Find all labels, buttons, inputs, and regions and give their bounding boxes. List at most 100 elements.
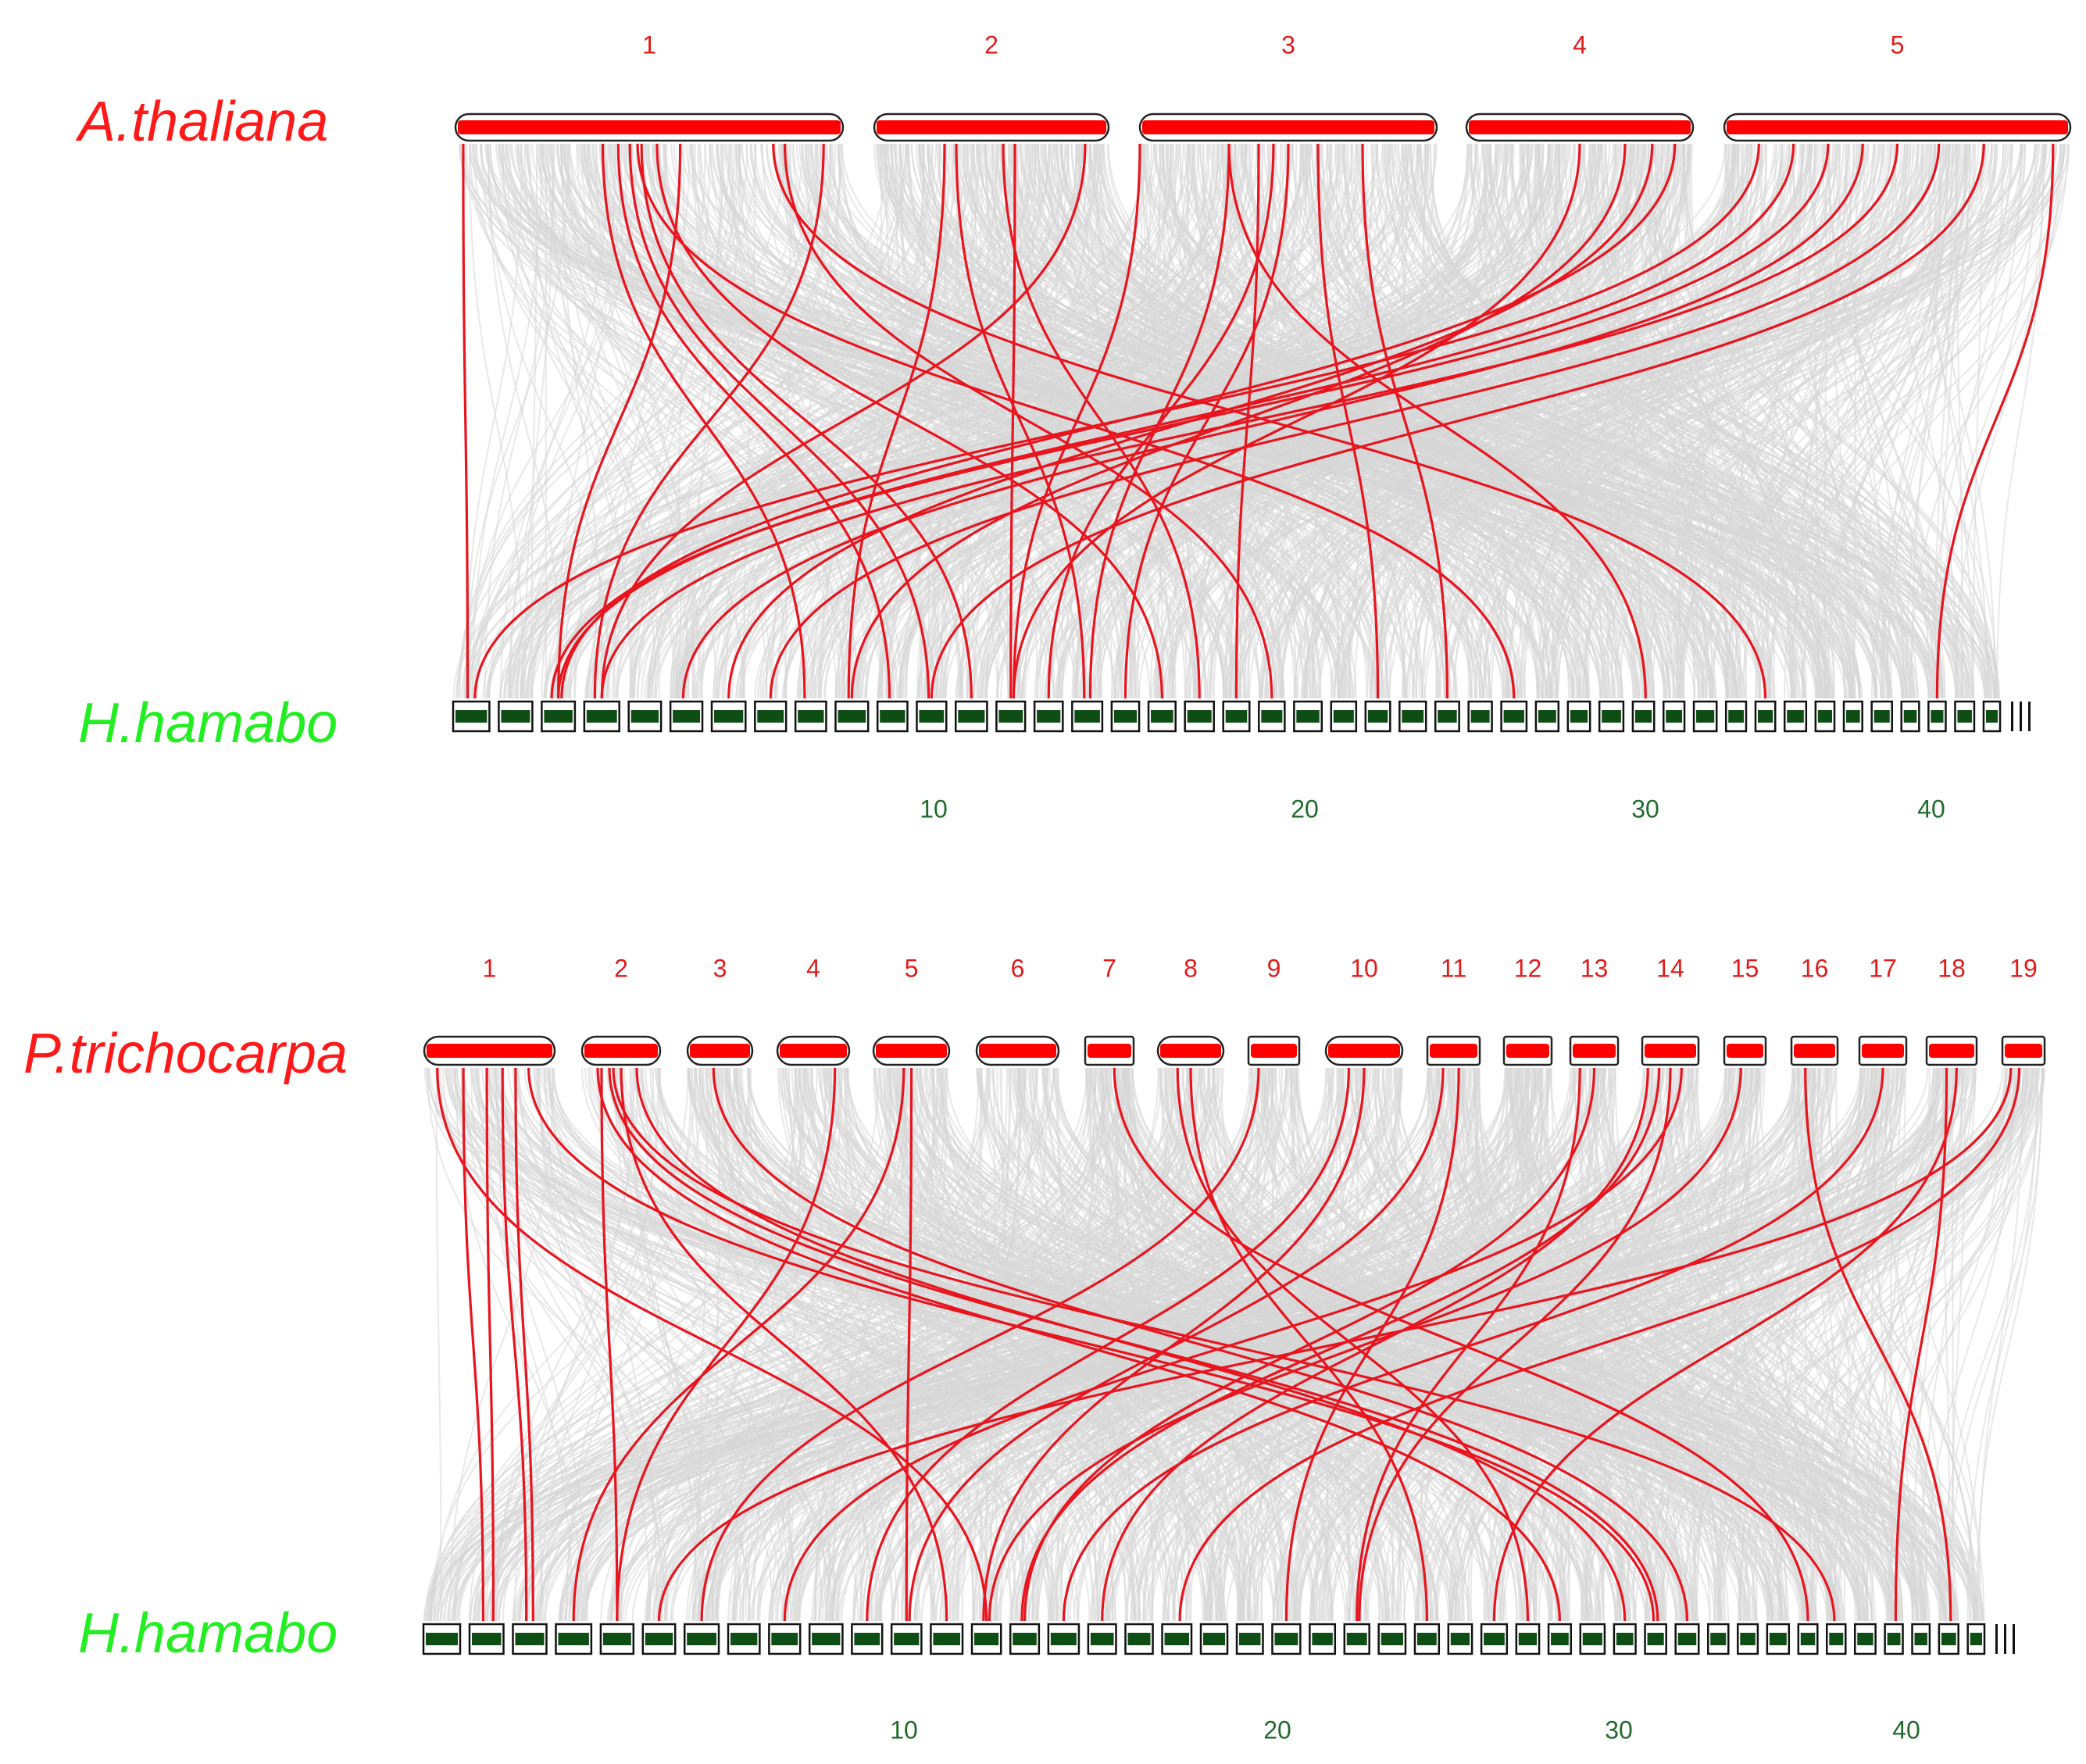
bottom-chromosome-fill [1416,1633,1437,1645]
highlight-link [1356,1067,1581,1622]
bottom-chromosome-fill [1187,710,1212,723]
bottom-chromosome-fill [1914,1633,1927,1645]
highlight-link [628,143,930,699]
highlight-link [1123,143,1290,699]
top-chromosome-number: 7 [1102,954,1116,982]
highlight-link [1227,143,1647,699]
highlight-link [784,143,1273,699]
bottom-chromosome-fill [1225,710,1248,723]
bottom-chromosome-fill [894,1633,920,1645]
highlight-link [655,143,1163,699]
bottom-chromosome-fill [515,1633,545,1645]
bottom-chromosome-fill [730,1633,758,1645]
bottom-chromosome-fill [1296,710,1320,723]
top-chromosome-fill [1088,1044,1131,1058]
highlight-link [514,1067,534,1622]
bottom-chromosome-fill [673,710,701,723]
bottom-chromosome-tick: 20 [1263,1716,1291,1744]
chromosome-numbers: 1 2 3 4 510 20 30 401 2 3 4 5 6 7 8 9 10 11 12 13 14 15 16 17 18… [483,30,2038,1744]
bottom-chromosome-fill [1602,710,1621,723]
bottom-chromosome-fill [1817,710,1833,723]
top-chromosome-number: 2 [984,30,998,59]
bottom-chromosome-fill [1787,710,1804,723]
bottom-chromosome-fill [1013,1633,1037,1645]
bottom-chromosome-fill [1050,1633,1077,1645]
bottom-chromosome-tick: 10 [920,795,948,823]
bottom-chromosome-fill [1151,710,1173,723]
highlight-link [1935,143,2055,699]
bottom-chromosome-fill [1634,710,1652,723]
top-chromosome-fill [584,1044,658,1058]
bottom-chromosome-fill [1127,1633,1151,1645]
bottom-chromosome-fill [1873,710,1890,723]
top-chromosome-fill [2005,1044,2042,1058]
top-chromosome-number: 2 [614,954,628,982]
bottom-chromosome-tick: 20 [1291,795,1319,823]
top-chromosome-fill [1727,120,2068,134]
highlight-link [557,143,1795,699]
bottom-chromosome-fill [974,1633,999,1645]
top-chromosome-number: 9 [1267,954,1281,982]
background-synteny-links [423,143,2070,1622]
top-chromosome-number: 14 [1656,954,1684,982]
bottom-chromosome-fill [1470,710,1490,723]
chromosome-bars [422,112,2072,1655]
highlighted-collinear-links [436,143,2055,1622]
bottom-chromosome-fill [1985,710,1998,723]
highlight-link [1101,1067,1649,1622]
bottom-chromosome-fill [1074,710,1100,723]
bottom-chromosome-fill [812,1633,841,1645]
top-chromosome-number: 12 [1514,954,1542,982]
top-chromosome-number: 8 [1184,954,1198,982]
bottom-chromosome-fill [1696,710,1715,723]
bottom-chromosome-fill [714,710,744,723]
top-chromosome-number: 3 [1281,30,1295,59]
highlight-link [1012,143,1141,699]
top-chromosome-fill [690,1044,750,1058]
highlight-link [930,143,1985,699]
highlight-link [600,1067,619,1622]
panel2-bottom-species: H.hamabo [78,1602,338,1665]
highlight-link [1113,1067,1809,1622]
bottom-chromosome-fill [1769,1633,1787,1645]
top-chromosome-fill [1573,1044,1616,1058]
bottom-chromosome-fill [1450,1633,1470,1645]
top-chromosome-fill [1929,1044,1974,1058]
highlight-link [485,1067,495,1622]
panel1-bottom-species: H.hamabo [78,692,338,755]
highlight-link [657,1067,2013,1622]
highlight-link [1178,1067,2021,1622]
bottom-chromosome-fill [1666,710,1683,723]
bottom-chromosome-fill [771,1633,798,1645]
top-chromosome-number: 1 [642,30,656,59]
small-scaffold [1995,1624,1998,1654]
bottom-chromosome-fill [1551,1633,1569,1645]
top-chromosome-fill [1251,1044,1297,1058]
bottom-chromosome-fill [998,710,1023,723]
highlight-link [462,1067,484,1622]
highlight-link [1002,143,1201,699]
top-chromosome-number: 17 [1869,954,1897,982]
top-chromosome-number: 18 [1938,954,1966,982]
top-chromosome-fill [979,1044,1056,1058]
bottom-chromosome-fill [1647,1633,1664,1645]
bottom-chromosome-fill [1164,1633,1190,1645]
highlight-link [783,1067,1683,1622]
highlight-link [473,143,1760,699]
top-chromosome-fill [427,1044,552,1058]
small-scaffold [2020,702,2022,731]
bottom-chromosome-fill [1941,1633,1956,1645]
bottom-chromosome-fill [1800,1633,1816,1645]
top-chromosome-fill [1727,1044,1763,1058]
highlight-link [616,143,891,699]
highlight-link [596,1067,1562,1622]
bottom-chromosome-fill [1503,710,1524,723]
bottom-chromosome-fill [838,710,866,723]
bottom-chromosome-fill [455,710,488,723]
highlight-link [616,1067,837,1622]
bottom-chromosome-fill [1582,1633,1602,1645]
bottom-chromosome-fill [1757,710,1773,723]
bottom-chromosome-fill [1970,1633,1982,1645]
bottom-chromosome-fill [1090,1633,1114,1645]
highlight-link [700,1067,1260,1622]
